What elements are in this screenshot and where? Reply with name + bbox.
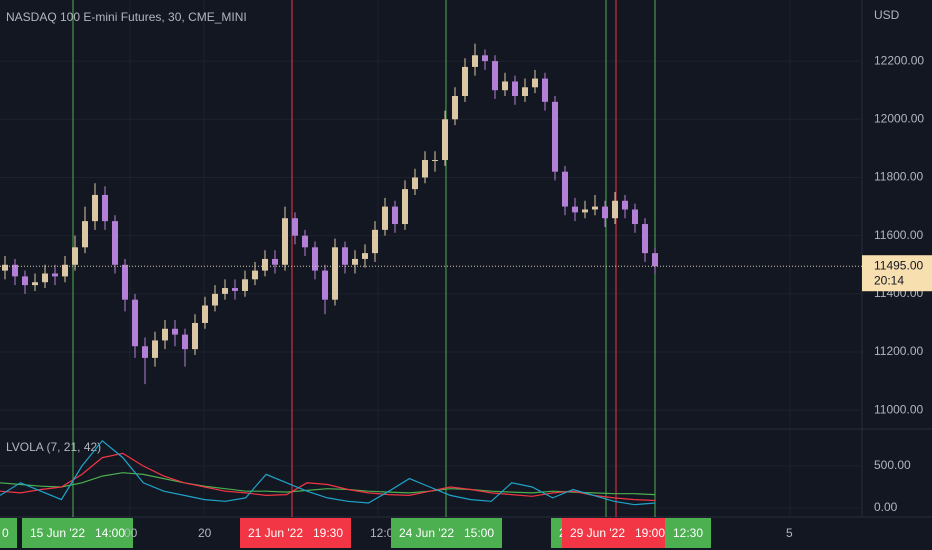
candle-body (522, 87, 528, 97)
candle-body (282, 218, 288, 265)
candle-body (452, 96, 458, 120)
candle-body (132, 299, 138, 347)
y-tick-label: 500.00 (874, 458, 911, 472)
candle-body (442, 119, 448, 161)
y-tick-label: 11000.00 (874, 402, 923, 416)
candle-body (2, 264, 8, 271)
candle-body (642, 224, 648, 254)
candle-body (252, 270, 258, 280)
time-label: 21 Jun '22 19:30 (240, 518, 352, 548)
candle-body (462, 66, 468, 97)
candle-body (572, 206, 578, 213)
candle-body (512, 81, 518, 97)
candle-body (612, 200, 618, 219)
candle-body (552, 101, 558, 172)
candle-body (502, 81, 508, 91)
candle-body (172, 328, 178, 335)
candle-body (82, 221, 88, 248)
time-label: 00 (124, 526, 138, 540)
candle-body (202, 305, 208, 323)
candle-body (412, 177, 418, 190)
candle-body (312, 247, 318, 271)
candle-body (562, 171, 568, 207)
candle-body (182, 334, 188, 350)
candle-body (632, 209, 638, 225)
candle-body (92, 194, 98, 222)
candle-body (542, 78, 548, 102)
indicator-title: LVOLA (7, 21, 42) (6, 440, 101, 454)
candle-body (582, 209, 588, 213)
candle-body (362, 253, 368, 259)
y-tick-label: 11800.00 (874, 170, 923, 184)
time-label: 12:0 (370, 526, 394, 540)
time-label: 5 (786, 526, 793, 540)
candle-body (652, 253, 658, 267)
candle-body (602, 206, 608, 219)
candle-body (422, 160, 428, 178)
candle-body (492, 61, 498, 91)
countdown: 20:14 (874, 273, 904, 287)
time-label: 12:30 (665, 518, 712, 548)
candle-body (532, 78, 538, 88)
candle-body (232, 288, 238, 291)
candle-body (72, 247, 78, 265)
candle-body (122, 264, 128, 300)
candle-body (12, 264, 18, 277)
candle-body (112, 221, 118, 265)
last-price-box (862, 255, 932, 292)
candle-body (22, 276, 28, 286)
candle-body (292, 218, 298, 236)
candle-body (102, 194, 108, 222)
candle-body (322, 270, 328, 300)
time-label: 0 (0, 518, 17, 548)
time-label: 24 Jun '22 15:00 (391, 518, 503, 548)
candle-body (32, 282, 38, 286)
candle-body (482, 55, 488, 62)
candle-body (262, 258, 268, 271)
v-grid (129, 0, 791, 517)
candle-body (142, 346, 148, 358)
candle-body (342, 247, 348, 265)
candle-body (242, 279, 248, 291)
time-label: 15 Jun '22 14:00 (22, 518, 134, 548)
last-price-label: 11495.00 (874, 258, 923, 272)
y-tick-label: 12000.00 (874, 111, 924, 125)
candle-body (472, 55, 478, 67)
candle-body (402, 189, 408, 225)
candle-body (392, 206, 398, 225)
currency: USD (874, 8, 900, 22)
y-tick-label: 11200.00 (874, 344, 923, 358)
candle-body (592, 206, 598, 210)
candle-body (212, 293, 218, 306)
candle-body (622, 200, 628, 210)
candle-body (152, 340, 158, 358)
candle-body (52, 273, 58, 277)
candle-body (302, 235, 308, 248)
candle-body (192, 322, 198, 350)
candle-body (332, 247, 338, 300)
candle-body (382, 206, 388, 230)
candle-body (62, 264, 68, 277)
candle-body (432, 160, 438, 162)
indicator-line (0, 472, 656, 496)
y-tick-label: 12200.00 (874, 53, 924, 67)
candle-body (42, 273, 48, 283)
indicator-line (0, 439, 656, 506)
y-tick-label: 11600.00 (874, 228, 923, 242)
candle-body (272, 258, 278, 265)
candle-body (352, 258, 358, 265)
time-label: 20 (198, 526, 212, 540)
y-tick-label: 0.00 (874, 500, 898, 514)
candle-body (222, 288, 228, 294)
candle-body (372, 229, 378, 254)
candle-body (162, 328, 168, 341)
time-label: 29 Jun '22 19:00 (562, 518, 674, 548)
chart-title: NASDAQ 100 E-mini Futures, 30, CME_MINI (6, 10, 247, 24)
